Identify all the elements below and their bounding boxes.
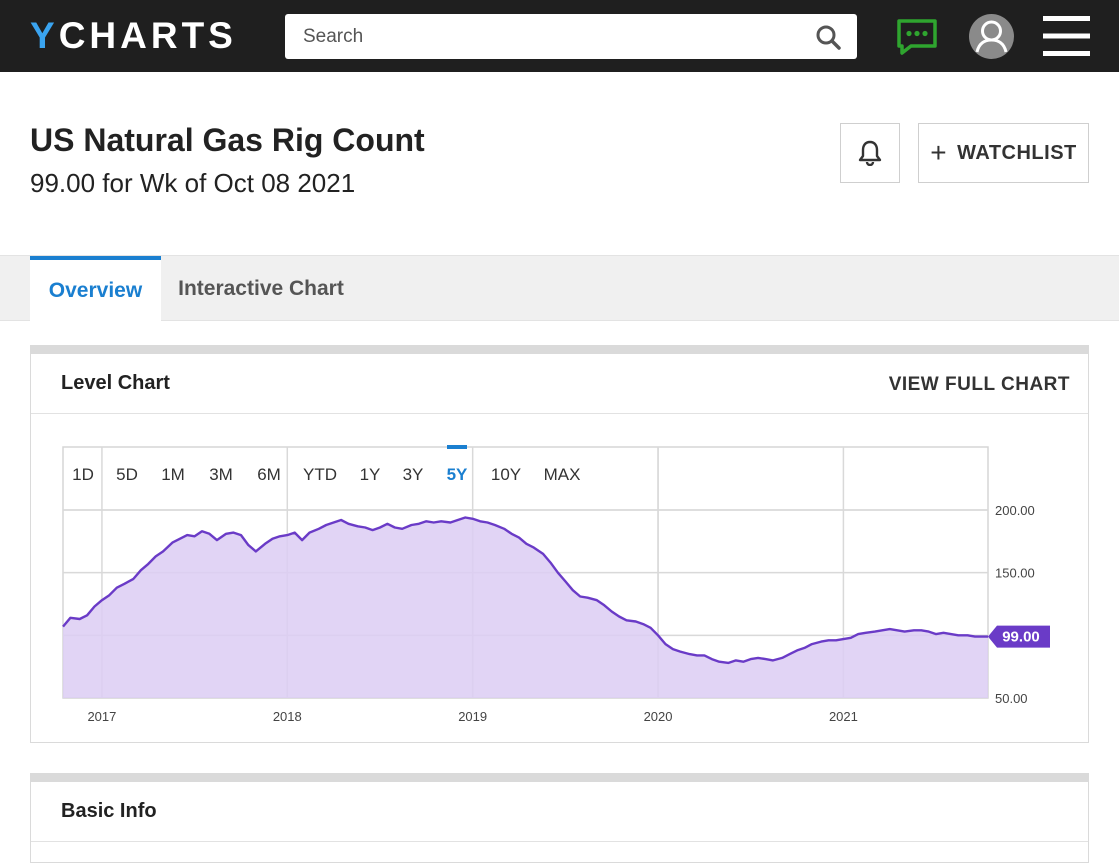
range-label[interactable]: 5D [116,465,138,484]
x-tick-label: 2020 [644,709,673,724]
x-tick-label: 2017 [87,709,116,724]
range-label[interactable]: 6M [257,465,281,484]
y-tick-label: 50.00 [995,691,1028,706]
x-tick-label: 2018 [273,709,302,724]
basic-info-title: Basic Info [61,800,157,823]
range-button-5d[interactable]: 5D [105,449,149,507]
range-button-1d[interactable]: 1D [61,449,105,507]
x-tick-label: 2021 [829,709,858,724]
range-label[interactable]: 1Y [360,465,381,484]
range-button-max[interactable]: MAX [540,449,584,507]
range-button-3y[interactable]: 3Y [391,449,435,507]
range-label[interactable]: 1D [72,465,94,484]
basic-info-header: Basic Info [31,782,1088,842]
range-label[interactable]: 5Y [447,465,468,484]
range-label[interactable]: 3Y [403,465,424,484]
range-label[interactable]: YTD [303,465,337,484]
range-button-6m[interactable]: 6M [247,449,291,507]
last-value-badge: 99.00 [988,626,1050,648]
x-tick-label: 2019 [458,709,487,724]
range-button-10y[interactable]: 10Y [484,449,528,507]
range-button-1y[interactable]: 1Y [348,449,392,507]
last-value-label: 99.00 [1002,629,1040,646]
range-button-1m[interactable]: 1M [151,449,195,507]
range-selected-indicator [447,445,467,449]
range-label[interactable]: 3M [209,465,233,484]
y-tick-label: 200.00 [995,503,1035,518]
range-button-3m[interactable]: 3M [199,449,243,507]
range-button-ytd[interactable]: YTD [298,449,342,507]
range-label[interactable]: 10Y [491,465,521,484]
range-label[interactable]: 1M [161,465,185,484]
y-tick-label: 150.00 [995,566,1035,581]
range-button-5y[interactable]: 5Y [435,445,479,507]
range-label[interactable]: MAX [544,465,581,484]
